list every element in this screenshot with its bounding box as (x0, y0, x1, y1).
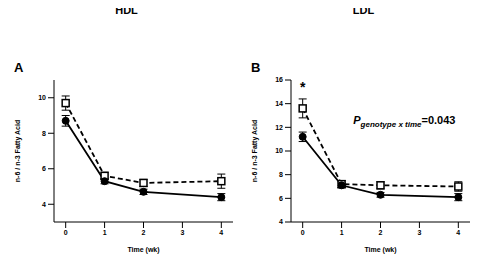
svg-text:0: 0 (64, 229, 68, 236)
svg-text:8: 8 (279, 171, 283, 178)
svg-text:4: 4 (279, 218, 283, 225)
svg-text:0: 0 (301, 229, 305, 236)
svg-text:n-6 / n-3 Fatty Acid: n-6 / n-3 Fatty Acid (251, 120, 259, 182)
svg-text:3: 3 (417, 229, 421, 236)
html-text:B: B (251, 60, 261, 75)
html-text:HDL: HDL (115, 4, 138, 16)
svg-text:4: 4 (42, 201, 46, 208)
svg-text:2: 2 (379, 229, 383, 236)
svg-text:4: 4 (456, 229, 460, 236)
svg-text:4: 4 (219, 229, 223, 236)
svg-text:1: 1 (103, 229, 107, 236)
html-text:A: A (14, 60, 24, 75)
svg-text:Time (wk): Time (wk) (127, 246, 159, 254)
svg-text:3: 3 (180, 229, 184, 236)
svg-text:Time (wk): Time (wk) (364, 246, 396, 254)
svg-text:2: 2 (142, 229, 146, 236)
svg-text:16: 16 (275, 76, 283, 83)
svg-text:6: 6 (279, 195, 283, 202)
svg-text:10: 10 (38, 94, 46, 101)
svg-text:12: 12 (275, 124, 283, 131)
svg-text:6: 6 (42, 165, 46, 172)
svg-text:n-6 / n-3 Fatty Acid: n-6 / n-3 Fatty Acid (14, 120, 22, 182)
svg-text:14: 14 (275, 100, 283, 107)
svg-text:*: * (300, 79, 306, 95)
html-text:LDL: LDL (352, 4, 375, 16)
svg-text:Pgenotype x time=0.043: Pgenotype x time=0.043 (353, 114, 455, 129)
svg-text:8: 8 (42, 130, 46, 137)
svg-text:10: 10 (275, 147, 283, 154)
svg-text:1: 1 (340, 229, 344, 236)
